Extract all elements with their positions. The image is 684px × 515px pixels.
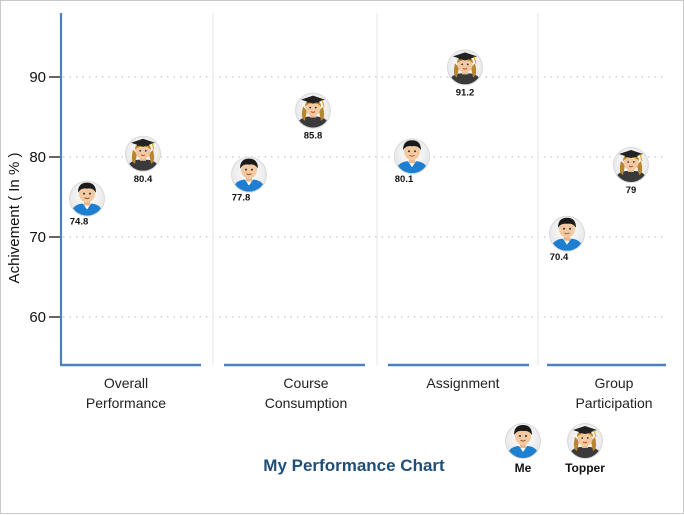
legend-me-icon (505, 423, 541, 459)
topper-point (613, 147, 649, 183)
points-layer (69, 49, 649, 251)
me-point (69, 181, 105, 217)
topper-point (125, 136, 161, 172)
y-tick-label: 70 (29, 229, 46, 246)
me-point (549, 216, 585, 252)
me-point (394, 138, 430, 174)
legend: Me Topper (505, 423, 605, 475)
x-category-label: Course Consumption (265, 375, 348, 411)
chart-title: My Performance Chart (263, 456, 445, 475)
topper-value-label: 79 (626, 185, 637, 196)
y-tick-label: 80 (29, 149, 46, 166)
topper-point (295, 93, 331, 129)
topper-value-label: 80.4 (134, 174, 153, 185)
me-value-label: 80.1 (395, 174, 414, 185)
me-point (231, 157, 267, 193)
me-value-label: 77.8 (232, 193, 251, 204)
legend-topper-icon (567, 423, 603, 459)
topper-point (447, 49, 483, 85)
label-layer: Overall Performance Course Consumption Assig… (70, 87, 653, 411)
y-axis-label: Achivement ( In % ) (6, 153, 23, 284)
x-category-label: Assignment (426, 375, 499, 391)
x-category-label: Group Participation (575, 375, 652, 411)
y-tick-label: 90 (29, 69, 46, 86)
legend-label: Me (515, 461, 532, 475)
y-tick-label: 60 (29, 309, 46, 326)
me-value-label: 70.4 (550, 252, 569, 263)
topper-value-label: 91.2 (456, 87, 475, 98)
legend-label: Topper (565, 461, 605, 475)
me-value-label: 74.8 (70, 217, 89, 228)
grid-layer (63, 13, 666, 365)
axis-layer: 60 70 80 90 (29, 13, 666, 367)
x-category-label: Overall Performance (86, 375, 166, 411)
topper-value-label: 85.8 (304, 131, 323, 142)
